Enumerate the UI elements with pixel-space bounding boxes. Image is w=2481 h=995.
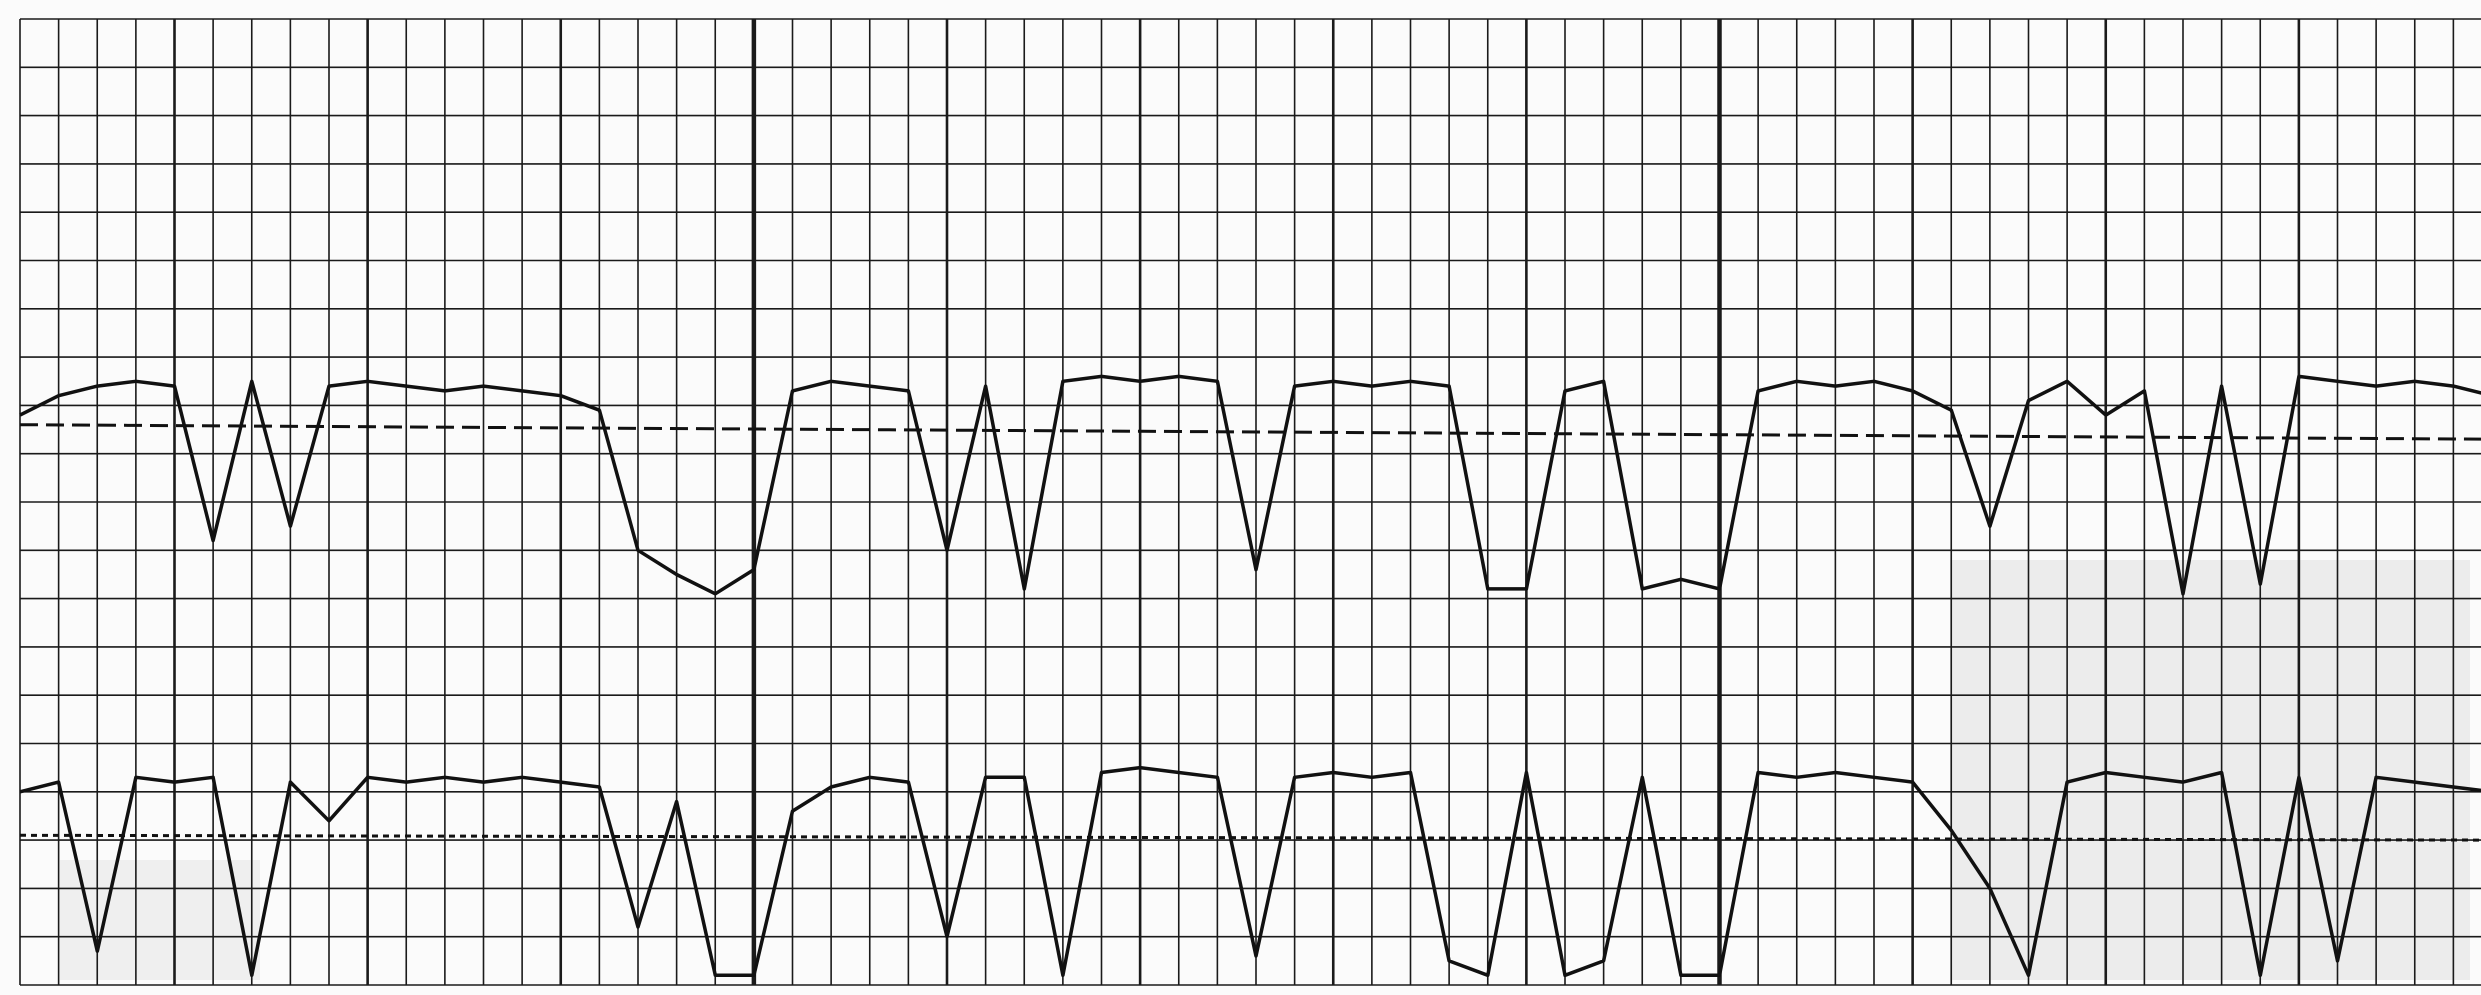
paper-shading (60, 860, 260, 980)
paper-shading (1950, 560, 2470, 980)
trace (19, 423, 2481, 441)
trace (19, 833, 2481, 842)
trace (19, 374, 2481, 596)
trace (19, 765, 2481, 978)
